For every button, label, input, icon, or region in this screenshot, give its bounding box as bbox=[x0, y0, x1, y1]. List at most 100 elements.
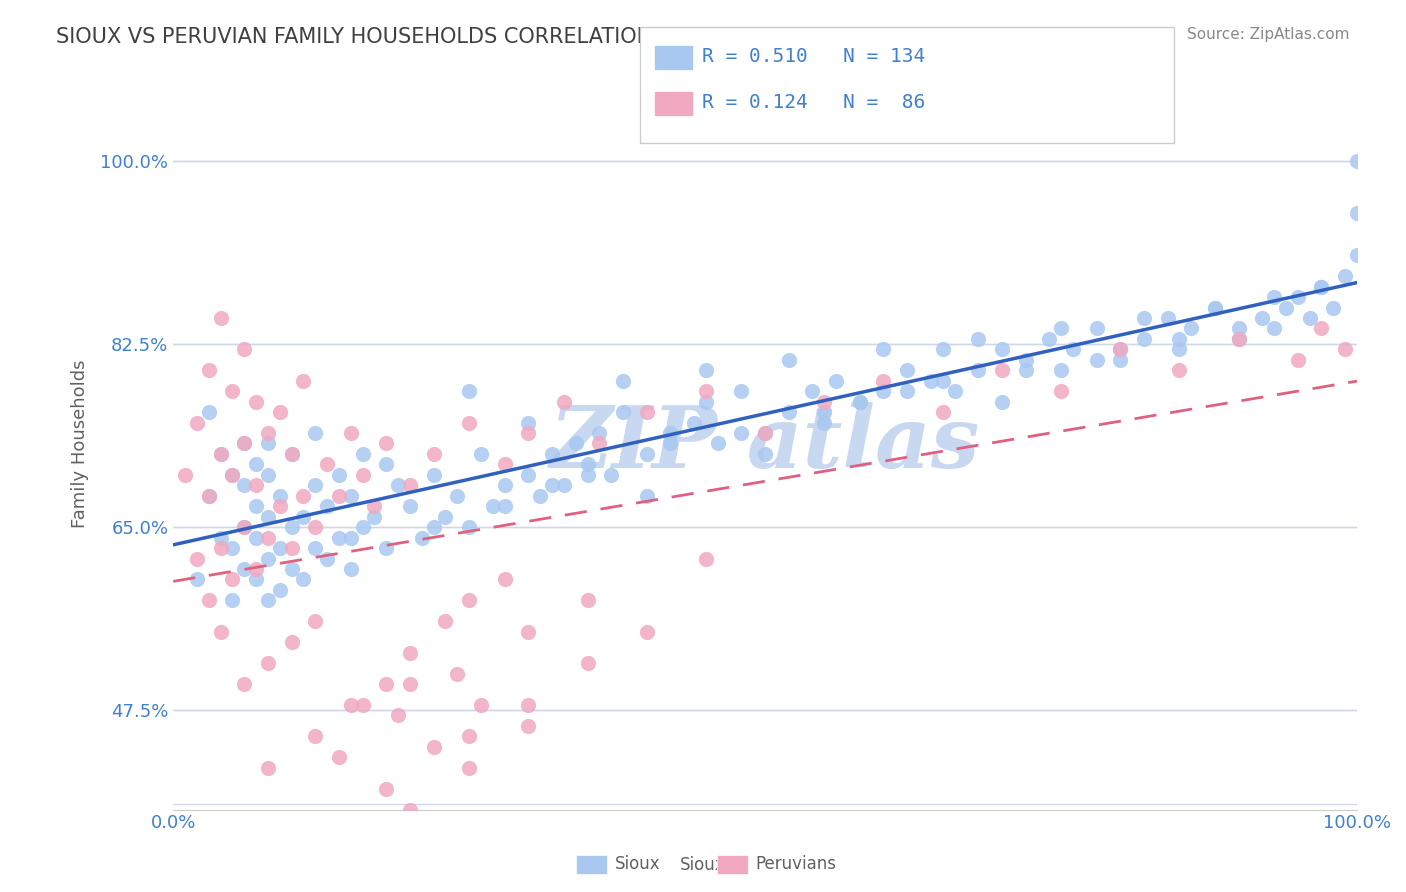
Point bbox=[706, 436, 728, 450]
Point bbox=[257, 551, 280, 566]
Point bbox=[813, 405, 835, 419]
Point bbox=[339, 425, 361, 440]
Point bbox=[209, 447, 232, 461]
Point bbox=[221, 573, 243, 587]
Point bbox=[1133, 332, 1156, 346]
Point bbox=[304, 729, 326, 743]
Point bbox=[1014, 363, 1036, 377]
Point bbox=[612, 374, 634, 388]
Point bbox=[257, 761, 280, 775]
Point bbox=[363, 500, 385, 514]
Point bbox=[825, 374, 848, 388]
Point bbox=[304, 425, 326, 440]
Point bbox=[967, 332, 990, 346]
Point bbox=[411, 531, 433, 545]
Point bbox=[636, 489, 658, 503]
Point bbox=[1334, 343, 1357, 357]
Point bbox=[245, 458, 267, 472]
Point bbox=[375, 436, 398, 450]
Point bbox=[399, 478, 422, 492]
Point bbox=[1133, 310, 1156, 325]
Point bbox=[339, 531, 361, 545]
Point bbox=[304, 541, 326, 555]
Point bbox=[280, 541, 302, 555]
Point bbox=[659, 425, 682, 440]
Point bbox=[1346, 206, 1368, 220]
Point bbox=[233, 562, 256, 576]
Point bbox=[257, 531, 280, 545]
Point bbox=[1062, 343, 1084, 357]
Y-axis label: Family Households: Family Households bbox=[72, 359, 89, 528]
Point bbox=[612, 405, 634, 419]
Text: Sioux: Sioux bbox=[614, 855, 659, 873]
Point bbox=[920, 374, 942, 388]
Point bbox=[233, 343, 256, 357]
Point bbox=[1050, 384, 1073, 399]
Point bbox=[991, 394, 1014, 409]
Point bbox=[186, 416, 208, 430]
Point bbox=[339, 489, 361, 503]
Point bbox=[813, 416, 835, 430]
Point bbox=[517, 467, 540, 482]
Point bbox=[233, 436, 256, 450]
Point bbox=[399, 803, 422, 817]
Point bbox=[517, 624, 540, 639]
Point bbox=[931, 343, 953, 357]
Point bbox=[257, 509, 280, 524]
Point bbox=[233, 677, 256, 691]
Point bbox=[730, 425, 752, 440]
Point bbox=[1109, 352, 1132, 367]
Point bbox=[1168, 332, 1191, 346]
Point bbox=[564, 436, 586, 450]
Point bbox=[1251, 310, 1274, 325]
Text: SIOUX VS PERUVIAN FAMILY HOUSEHOLDS CORRELATION CHART: SIOUX VS PERUVIAN FAMILY HOUSEHOLDS CORR… bbox=[56, 27, 730, 46]
Point bbox=[576, 593, 599, 607]
Point bbox=[494, 573, 516, 587]
Point bbox=[245, 394, 267, 409]
Point bbox=[221, 467, 243, 482]
Point bbox=[1334, 269, 1357, 284]
Point bbox=[328, 750, 350, 764]
Point bbox=[1204, 301, 1226, 315]
Point bbox=[209, 447, 232, 461]
Point bbox=[458, 520, 481, 534]
Point bbox=[197, 489, 219, 503]
Point bbox=[1038, 332, 1060, 346]
Point bbox=[269, 541, 291, 555]
Point bbox=[197, 405, 219, 419]
Point bbox=[197, 489, 219, 503]
Point bbox=[269, 489, 291, 503]
Point bbox=[494, 500, 516, 514]
Point bbox=[683, 416, 706, 430]
Point bbox=[375, 458, 398, 472]
Point bbox=[849, 394, 872, 409]
Text: Sioux: Sioux bbox=[681, 856, 725, 874]
Point bbox=[292, 374, 315, 388]
Point bbox=[576, 656, 599, 670]
Point bbox=[1050, 363, 1073, 377]
Point bbox=[292, 489, 315, 503]
Point bbox=[245, 531, 267, 545]
Point bbox=[1014, 352, 1036, 367]
Point bbox=[221, 541, 243, 555]
Point bbox=[931, 374, 953, 388]
Point bbox=[363, 509, 385, 524]
Point bbox=[1050, 321, 1073, 335]
Point bbox=[458, 593, 481, 607]
Point bbox=[588, 436, 610, 450]
Point bbox=[209, 541, 232, 555]
Point bbox=[695, 363, 717, 377]
Point bbox=[588, 425, 610, 440]
Point bbox=[1227, 332, 1250, 346]
Point bbox=[245, 478, 267, 492]
Point bbox=[695, 551, 717, 566]
Point bbox=[339, 562, 361, 576]
Point bbox=[754, 425, 776, 440]
Point bbox=[896, 384, 918, 399]
Point bbox=[269, 405, 291, 419]
Point bbox=[1322, 301, 1344, 315]
Point bbox=[553, 394, 575, 409]
Point bbox=[730, 384, 752, 399]
Point bbox=[375, 781, 398, 796]
Point bbox=[292, 573, 315, 587]
